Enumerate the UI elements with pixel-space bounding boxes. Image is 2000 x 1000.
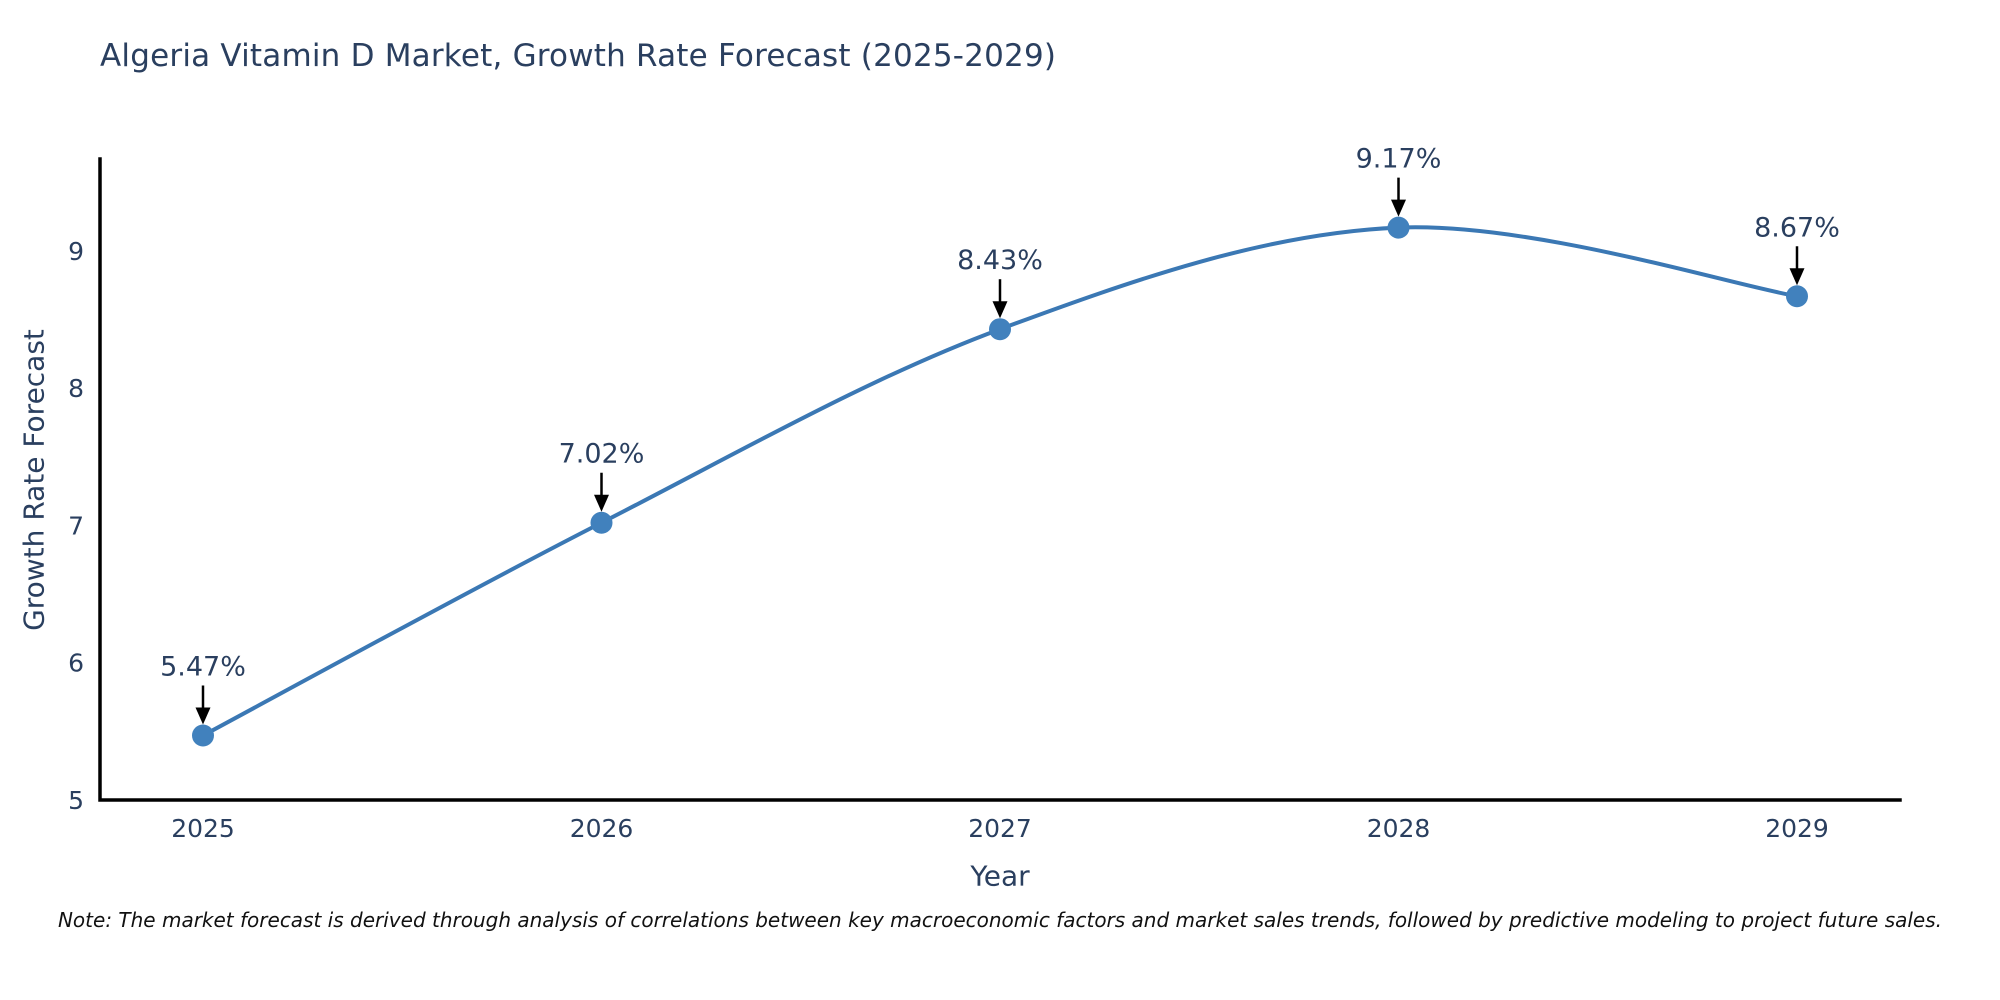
x-tick-label: 2027 — [968, 814, 1032, 843]
x-tick-label: 2026 — [570, 814, 634, 843]
y-tick-label: 7 — [68, 511, 84, 540]
point-value-label: 5.47% — [160, 651, 246, 682]
annotation-arrowhead — [195, 707, 211, 725]
y-tick-label: 8 — [68, 374, 84, 403]
data-point-marker — [192, 724, 214, 747]
x-axis-label: Year — [970, 859, 1030, 893]
y-tick-label: 5 — [68, 786, 84, 815]
annotation-arrowhead — [594, 494, 609, 512]
data-point-marker — [989, 318, 1011, 341]
point-value-label: 7.02% — [559, 439, 645, 470]
data-point-marker — [590, 511, 613, 534]
x-tick-label: 2025 — [171, 814, 235, 843]
annotation-arrowhead — [992, 301, 1008, 319]
point-value-label: 8.67% — [1754, 212, 1840, 243]
x-tick-label: 2029 — [1765, 814, 1829, 843]
chart-title: Algeria Vitamin D Market, Growth Rate Fo… — [100, 38, 1057, 74]
x-tick-label: 2028 — [1367, 814, 1431, 843]
data-point-marker — [1387, 216, 1410, 239]
point-value-label: 9.17% — [1356, 144, 1442, 175]
footnote: Note: The market forecast is derived thr… — [57, 908, 1943, 932]
axis-lines — [98, 157, 1902, 802]
annotation-arrowhead — [1789, 268, 1805, 286]
data-point-marker — [1786, 285, 1808, 308]
y-tick-label: 6 — [68, 649, 84, 678]
y-tick-label: 9 — [68, 237, 84, 266]
point-value-label: 8.43% — [957, 245, 1043, 276]
annotation-arrowhead — [1391, 199, 1406, 217]
